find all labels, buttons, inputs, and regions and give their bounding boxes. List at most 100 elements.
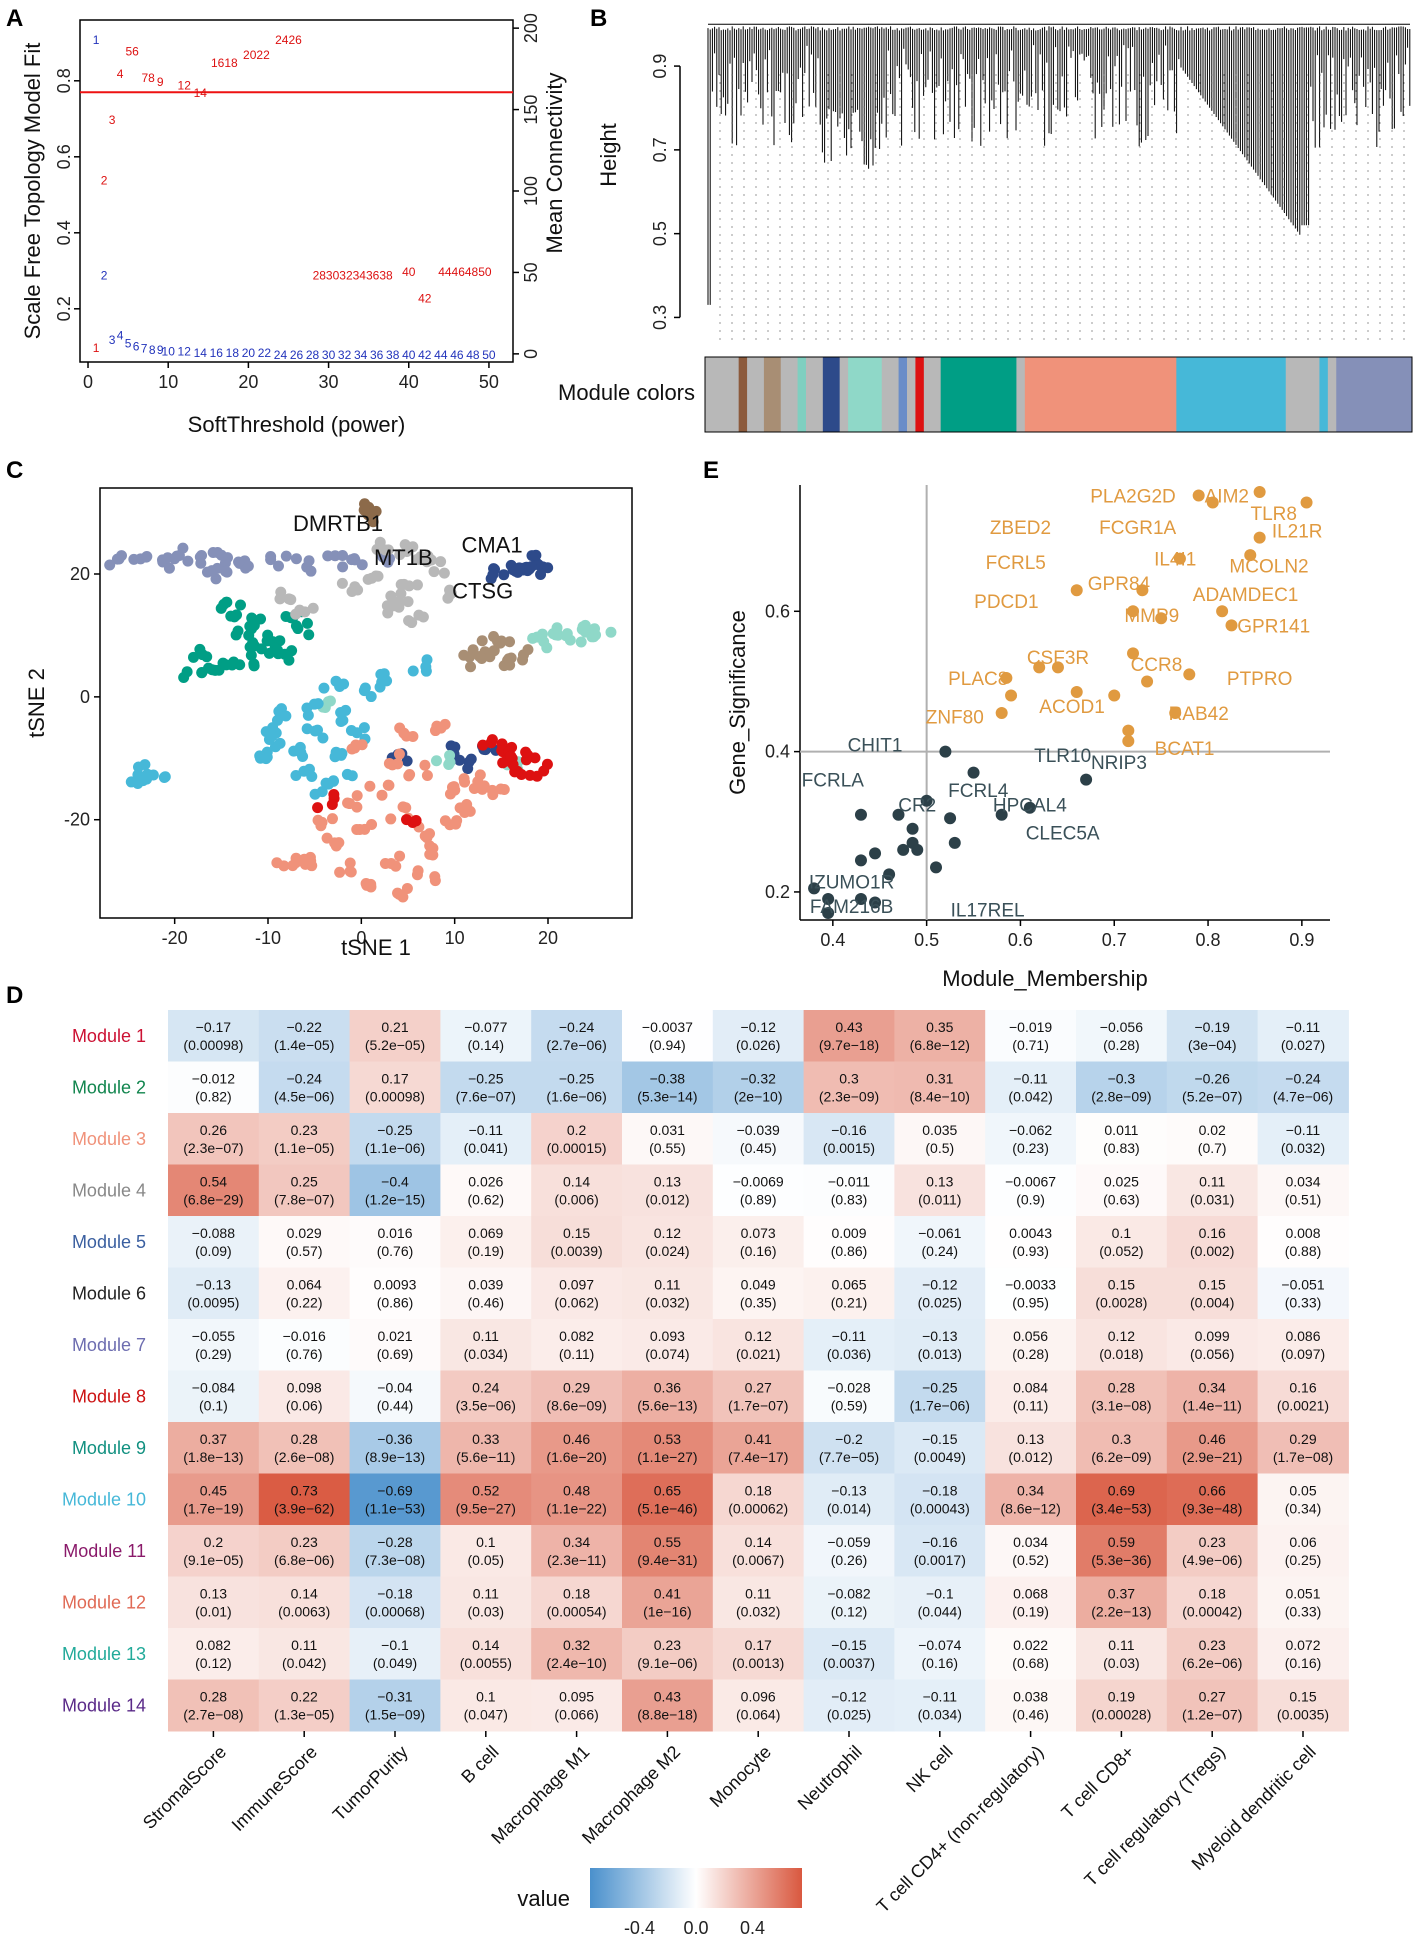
heatmap-cell-pvalue: (0.44) [377,1397,414,1413]
heatmap-cell-value: 0.0043 [1009,1225,1052,1241]
heatmap-cell [1076,1628,1168,1680]
heatmap-cell-value: 0.35 [926,1019,953,1035]
tsne-point [420,661,432,673]
heatmap-cell [258,1628,351,1680]
gene-label-low: FCRLA [802,771,865,792]
tsne-point [465,661,477,673]
heatmap-cell-pvalue: (0.52) [1012,1552,1049,1568]
tsne-point [400,802,412,814]
gene-label-low: NRIP3 [1091,753,1147,774]
heatmap-cell-value: 0.009 [831,1225,866,1241]
heatmap-cell-pvalue: (0.042) [282,1655,326,1671]
tsne-point [336,577,348,589]
heatmap-cell [349,1422,441,1474]
tsne-point [327,775,339,787]
gene-label-low: IL17REL [951,900,1025,921]
heatmap-cell-pvalue: (7.8e−07) [274,1191,334,1207]
gene-point-high [1173,552,1186,565]
tsne-point [374,536,386,548]
gene-point-low [1023,801,1036,814]
point-label: 3 [109,333,116,347]
point-label: 32 [338,348,352,362]
heatmap-cell-value: 0.31 [926,1070,953,1086]
heatmap-cell [622,1267,714,1320]
tsne-point [407,541,419,553]
y-tick-label: 0.6 [765,601,790,621]
module-color-segment [1327,357,1337,432]
tsne-point [266,730,278,742]
heatmap-cell-pvalue: (0.012) [645,1191,689,1207]
heatmap-cell [531,1473,623,1526]
x-tick-label: -10 [255,928,281,948]
heatmap-cell-pvalue: (0.76) [377,1243,414,1259]
heatmap-cell [803,1061,895,1114]
heatmap-cell-value: 0.23 [291,1534,318,1550]
heatmap-cell [1257,1113,1349,1165]
tsne-point [344,798,356,810]
heatmap-cell-pvalue: (5.2e−05) [365,1037,425,1053]
module-color-segment [839,357,849,432]
tsne-point [419,759,431,771]
heatmap-cell-pvalue: (9.5e−27) [456,1500,516,1516]
gene-label-high: CCR8 [1131,655,1183,676]
tsne-point [337,550,349,562]
heatmap-cell-pvalue: (0.51) [1285,1191,1322,1207]
cluster-annotation: DMRTB1 [293,511,383,536]
tsne-point [394,850,406,862]
heatmap-cell [712,1473,805,1526]
heatmap-cell [531,1164,623,1217]
heatmap-cell [803,1319,895,1371]
heatmap-cell-pvalue: (0.056) [1190,1346,1234,1362]
tsne-point [218,598,230,610]
heatmap-cell [440,1679,532,1732]
heatmap-cell-value: 0.69 [1108,1482,1135,1498]
panel-a-scale-free-topology: 0 10 20 30 40 500.20.40.60.8050100150200SoftT… [20,13,567,437]
heatmap-cell [985,1576,1077,1629]
module-color-segment [1336,357,1413,432]
tsne-point [194,551,206,563]
heatmap-cell-value: −0.36 [377,1431,413,1447]
heatmap-cell-pvalue: (9.1e−06) [637,1655,697,1671]
heatmap-cell-value: −0.4 [381,1173,409,1189]
heatmap-cell [1076,1267,1168,1320]
gene-point-low [1080,773,1093,786]
heatmap-cell [1257,1319,1349,1371]
heatmap-cell-value: 0.064 [287,1276,322,1292]
heatmap-cell-pvalue: (0.55) [649,1140,686,1156]
heatmap-cell [531,1525,623,1577]
heatmap-cell-pvalue: (6.2e−09) [1091,1449,1151,1465]
tsne-point [265,554,277,566]
tsne-point [429,875,441,887]
heatmap-cell [440,1319,532,1371]
heatmap-cell-pvalue: (1.1e−22) [546,1500,606,1516]
heatmap-cell-value: 0.54 [200,1173,227,1189]
heatmap-cell [349,1061,441,1114]
point-label: 2 [101,174,108,188]
heatmap-cell [894,1525,986,1577]
gene-label-high: IL21R [1272,522,1323,543]
heatmap-column-label: ImmuneScore [228,1742,321,1835]
heatmap-cell-pvalue: (0.33) [1285,1294,1322,1310]
x-tick-label: 0.8 [1196,930,1221,950]
heatmap-cell-value: −0.24 [286,1070,322,1086]
tsne-point [379,857,391,869]
heatmap-cell [985,1061,1077,1114]
heatmap-cell [168,1473,260,1526]
gene-label-high: PDCD1 [974,592,1038,613]
tsne-point [245,649,257,661]
tsne-point [413,609,425,621]
tsne-point [561,628,573,640]
heatmap-cell-value: 0.43 [654,1688,681,1704]
gene-label-high: FCRL5 [986,553,1046,574]
tsne-point [230,629,242,641]
x-tick-label: 50 [479,372,499,392]
tsne-point [280,710,292,722]
heatmap-cell [985,1473,1077,1526]
heatmap-cell-value: −0.012 [192,1070,235,1086]
y-tick-label: 0.3 [650,305,670,330]
tsne-point [459,806,471,818]
heatmap-cell [622,1473,714,1526]
heatmap-cell-pvalue: (1.7e−07) [728,1397,788,1413]
heatmap-cell-pvalue: (0.57) [286,1243,323,1259]
heatmap-cell [1257,1525,1349,1577]
